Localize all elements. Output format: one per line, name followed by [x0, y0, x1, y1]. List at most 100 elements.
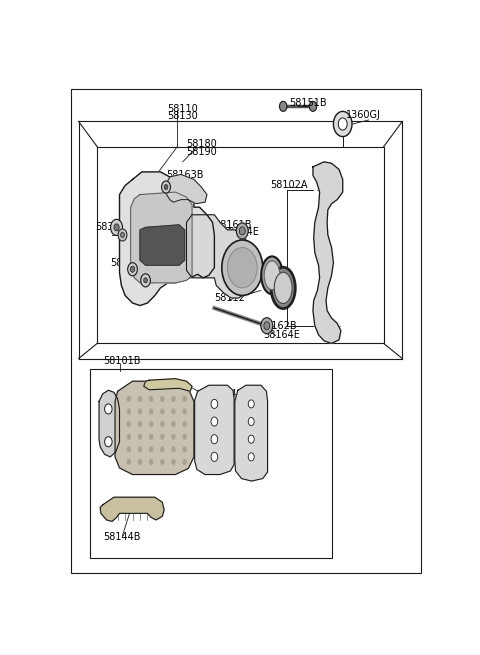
Circle shape [164, 185, 168, 189]
Circle shape [160, 409, 165, 415]
Circle shape [127, 409, 131, 415]
Circle shape [211, 435, 218, 443]
Polygon shape [120, 172, 215, 305]
Circle shape [127, 446, 131, 453]
Circle shape [160, 434, 165, 440]
Text: 58112: 58112 [215, 293, 245, 303]
Circle shape [138, 459, 142, 465]
Circle shape [171, 434, 176, 440]
Text: 58314: 58314 [96, 223, 126, 233]
Polygon shape [140, 225, 185, 265]
Circle shape [222, 240, 263, 295]
Polygon shape [313, 162, 343, 343]
Circle shape [338, 118, 347, 130]
Text: 58164E: 58164E [263, 330, 300, 340]
Polygon shape [195, 385, 234, 474]
Circle shape [182, 434, 187, 440]
Circle shape [248, 435, 254, 443]
Ellipse shape [264, 261, 280, 290]
Circle shape [149, 446, 154, 453]
Circle shape [127, 421, 131, 427]
Circle shape [171, 396, 176, 402]
Circle shape [182, 409, 187, 415]
Circle shape [264, 322, 270, 329]
Circle shape [149, 421, 154, 427]
Text: 1360GJ: 1360GJ [347, 111, 381, 121]
Circle shape [138, 421, 142, 427]
Circle shape [171, 409, 176, 415]
Text: 58102A: 58102A [270, 179, 308, 189]
Text: 58151B: 58151B [289, 98, 326, 108]
Circle shape [138, 434, 142, 440]
Text: 58163B: 58163B [132, 275, 170, 286]
Text: 58162B: 58162B [259, 321, 297, 331]
Circle shape [127, 459, 131, 465]
Circle shape [105, 404, 112, 414]
Text: 58120: 58120 [110, 257, 141, 268]
Ellipse shape [274, 272, 292, 303]
Circle shape [182, 459, 187, 465]
Circle shape [261, 318, 273, 334]
Text: 58101B: 58101B [103, 356, 140, 366]
Circle shape [309, 102, 317, 111]
Circle shape [211, 417, 218, 426]
Text: 58163B: 58163B [166, 170, 204, 180]
Circle shape [130, 266, 135, 272]
Ellipse shape [271, 267, 295, 309]
Circle shape [160, 396, 165, 402]
Circle shape [171, 459, 176, 465]
Circle shape [160, 459, 165, 465]
Circle shape [141, 274, 150, 287]
Text: 58180: 58180 [186, 139, 217, 149]
Text: 58130: 58130 [168, 111, 198, 121]
Circle shape [128, 263, 137, 276]
Circle shape [120, 233, 124, 238]
Circle shape [182, 446, 187, 453]
Circle shape [149, 396, 154, 402]
Circle shape [149, 459, 154, 465]
Circle shape [138, 396, 142, 402]
Circle shape [160, 446, 165, 453]
Circle shape [118, 229, 127, 241]
Polygon shape [186, 215, 250, 298]
Circle shape [228, 248, 257, 288]
Circle shape [182, 421, 187, 427]
Text: 58164E: 58164E [222, 227, 259, 237]
Circle shape [127, 396, 131, 402]
Circle shape [182, 396, 187, 402]
Polygon shape [131, 192, 192, 283]
Bar [90, 369, 332, 557]
Circle shape [149, 409, 154, 415]
Text: 58144B: 58144B [103, 532, 140, 542]
Circle shape [114, 224, 119, 231]
Circle shape [334, 111, 352, 137]
Circle shape [248, 417, 254, 426]
Circle shape [240, 227, 245, 235]
Circle shape [110, 219, 122, 235]
Circle shape [162, 181, 170, 193]
Circle shape [211, 453, 218, 461]
Circle shape [138, 409, 142, 415]
Polygon shape [144, 379, 192, 391]
Text: 58110: 58110 [168, 104, 198, 114]
Circle shape [279, 102, 287, 111]
Circle shape [211, 400, 218, 409]
Circle shape [248, 400, 254, 408]
Circle shape [127, 434, 131, 440]
Polygon shape [115, 381, 194, 474]
Circle shape [236, 223, 248, 239]
Ellipse shape [261, 256, 283, 294]
Polygon shape [166, 174, 207, 204]
Text: 58125: 58125 [132, 191, 164, 200]
Circle shape [160, 421, 165, 427]
Circle shape [171, 421, 176, 427]
Circle shape [138, 446, 142, 453]
Circle shape [144, 278, 147, 283]
Text: 58190: 58190 [186, 147, 217, 157]
Circle shape [248, 453, 254, 461]
Circle shape [105, 437, 112, 447]
Circle shape [149, 434, 154, 440]
Polygon shape [235, 385, 267, 481]
Text: 58161B: 58161B [215, 220, 252, 230]
Polygon shape [99, 390, 120, 457]
